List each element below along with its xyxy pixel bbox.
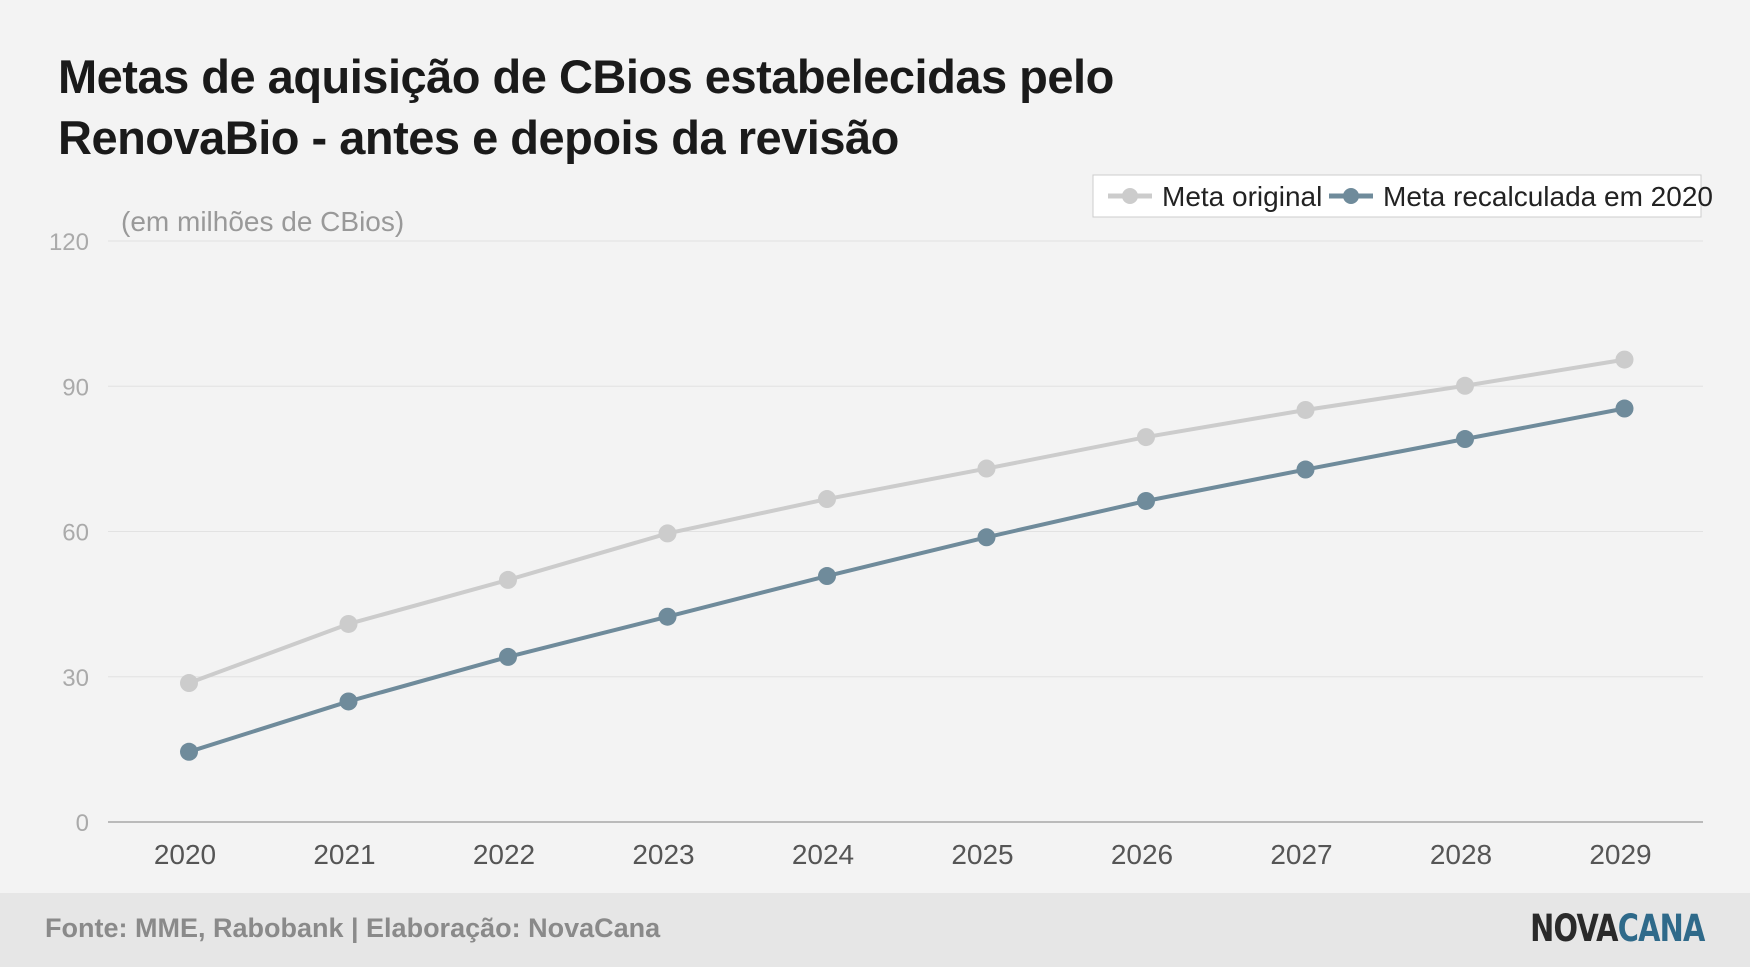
- x-tick-label-1: 2021: [313, 839, 375, 870]
- series-0-point-1: [339, 614, 358, 633]
- x-tick-label-2: 2022: [473, 839, 535, 870]
- logo-part-cana: CANA: [1618, 907, 1706, 950]
- series-0-point-6: [1137, 428, 1155, 447]
- footer: Fonte: MME, Rabobank | Elaboração: NovaC…: [0, 893, 1750, 967]
- grid-lines: [108, 240, 1703, 823]
- x-tick-label-4: 2024: [792, 839, 854, 870]
- legend-label-1: Meta recalculada em 2020: [1383, 181, 1713, 212]
- x-tick-label-6: 2026: [1111, 839, 1173, 870]
- chart-title-line-1: Metas de aquisição de CBios estabelecida…: [58, 50, 1114, 103]
- series-0-point-3: [658, 524, 677, 543]
- legend-marker-dot-1: [1343, 188, 1359, 204]
- x-axis-ticks: 2020 2021 2022 2023 2024 2025 2026 2027 2028 2029: [154, 839, 1652, 870]
- series-1-point-7: [1296, 460, 1315, 479]
- logo-part-nova: NOVA: [1530, 907, 1619, 950]
- series-0-point-8: [1456, 376, 1474, 395]
- y-tick-label-2: 60: [62, 520, 89, 547]
- x-tick-label-7: 2027: [1270, 839, 1332, 870]
- y-tick-label-3: 90: [62, 374, 89, 401]
- y-axis-label: (em milhões de CBios): [121, 206, 404, 237]
- series-line-0: [188, 357, 1625, 685]
- y-tick-label-4: 120: [49, 229, 89, 256]
- y-tick-label-0: 0: [76, 810, 89, 837]
- legend-marker-dot-0: [1122, 188, 1138, 204]
- chart-title: Metas de aquisição de CBios estabelecida…: [58, 46, 1358, 168]
- legend-box: [1092, 174, 1702, 218]
- series-line-1: [188, 406, 1625, 754]
- x-tick-label-8: 2028: [1430, 839, 1492, 870]
- series-1-point-0: [180, 742, 198, 761]
- x-tick-label-3: 2023: [632, 839, 694, 870]
- series-1-point-2: [499, 647, 517, 666]
- series-1-point-4: [818, 567, 836, 586]
- x-tick-label-0: 2020: [154, 839, 216, 870]
- series-0-point-4: [818, 490, 836, 509]
- legend: Meta original Meta recalculada em 2020: [1092, 174, 1713, 218]
- series-0-point-9: [1615, 350, 1634, 369]
- x-tick-label-9: 2029: [1589, 839, 1651, 870]
- y-tick-label-1: 30: [62, 665, 89, 692]
- novacana-logo: NOVACANA: [1530, 907, 1706, 950]
- series-1-point-8: [1456, 430, 1474, 449]
- y-axis-ticks: 0 30 60 90 120: [49, 229, 89, 837]
- series-1-point-3: [658, 607, 677, 626]
- series-1-point-5: [977, 528, 996, 547]
- source-note: Fonte: MME, Rabobank | Elaboração: NovaC…: [45, 913, 661, 943]
- series-1-point-9: [1615, 399, 1634, 418]
- chart-title-line-2: RenovaBio - antes e depois da revisão: [58, 111, 899, 164]
- series-0-point-0: [180, 674, 198, 693]
- series-group: [180, 350, 1634, 761]
- x-tick-label-5: 2025: [951, 839, 1013, 870]
- series-1-point-1: [339, 692, 358, 711]
- series-0-point-2: [499, 570, 517, 589]
- series-0-point-7: [1296, 400, 1315, 419]
- series-1-point-6: [1137, 491, 1155, 510]
- series-0-point-5: [977, 459, 996, 478]
- legend-label-0: Meta original: [1162, 181, 1322, 212]
